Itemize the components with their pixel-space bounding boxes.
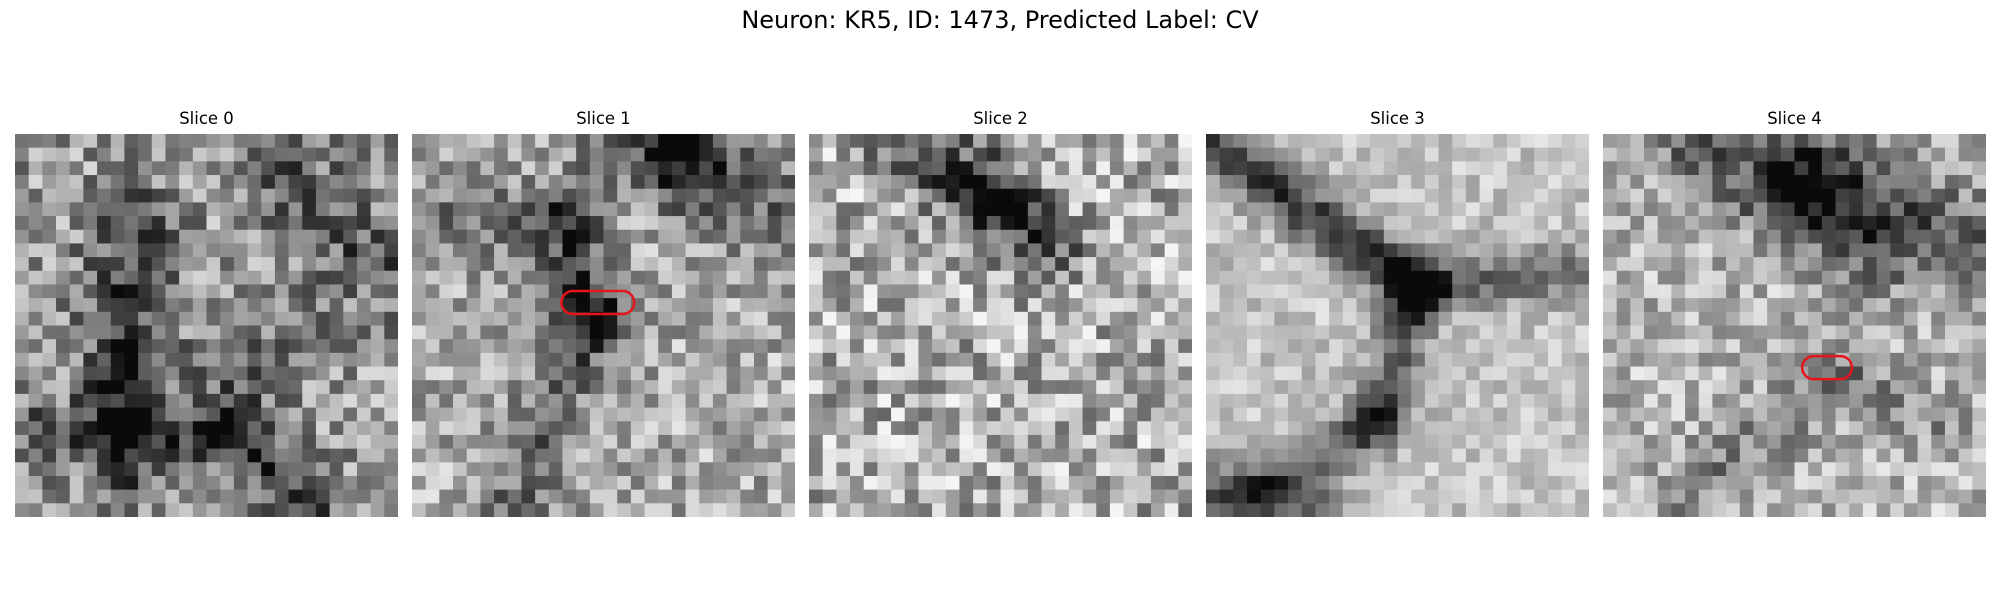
roi-marker [560,289,636,316]
slice-image-2 [809,134,1192,517]
panel-title-4: Slice 4 [1767,109,1822,128]
slice-image-0 [15,134,398,517]
slice-pixels [15,134,398,517]
panel-title-3: Slice 3 [1370,109,1425,128]
panel-title-1: Slice 1 [576,109,631,128]
slice-image-1 [412,134,795,517]
panel-title-0: Slice 0 [179,109,234,128]
figure-title: Neuron: KR5, ID: 1473, Predicted Label: … [741,6,1259,34]
slice-pixels [809,134,1192,517]
roi-marker [1800,354,1854,381]
slice-image-4 [1603,134,1986,517]
slice-pixels [1206,134,1589,517]
slice-pixels [1603,134,1986,517]
panel-title-2: Slice 2 [973,109,1028,128]
slice-pixels [412,134,795,517]
slice-image-3 [1206,134,1589,517]
